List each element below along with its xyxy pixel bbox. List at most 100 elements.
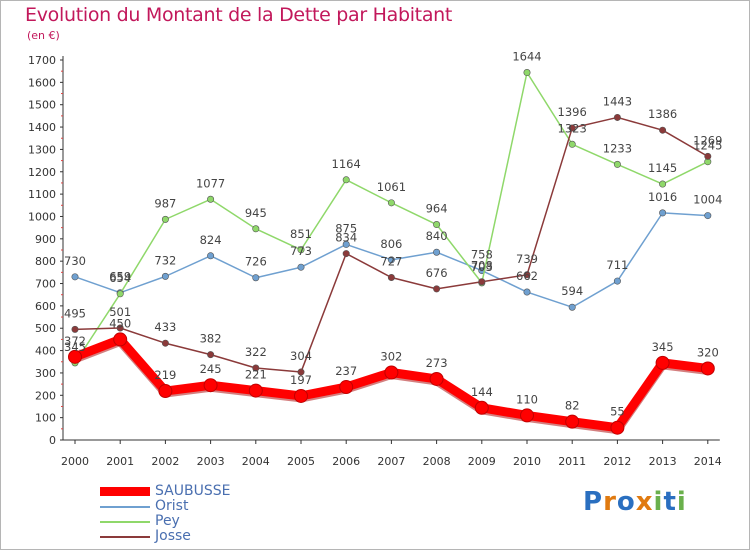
data-label: 433 <box>154 320 176 334</box>
data-label: 773 <box>290 244 312 258</box>
y-tick-label: 300 <box>35 367 56 380</box>
data-point <box>297 263 305 271</box>
legend-label: Orist <box>155 498 189 514</box>
data-point <box>568 140 576 148</box>
legend-label: SAUBUSSE <box>155 483 231 499</box>
x-tick-label: 2001 <box>106 455 134 468</box>
data-label: 1323 <box>558 121 587 135</box>
chart-subtitle: (en €) <box>27 29 60 42</box>
data-point <box>161 215 169 223</box>
data-label: 851 <box>290 227 312 241</box>
data-point <box>68 349 82 364</box>
data-label: 82 <box>565 399 580 413</box>
data-point <box>252 274 260 282</box>
x-tick-label: 2000 <box>61 455 89 468</box>
data-label: 703 <box>471 260 493 274</box>
data-point <box>478 278 486 286</box>
data-point <box>297 368 305 376</box>
data-label: 594 <box>561 284 583 298</box>
data-label: 1061 <box>377 180 406 194</box>
data-label: 1269 <box>693 133 722 147</box>
y-tick-label: 1400 <box>28 121 56 134</box>
data-label: 302 <box>380 349 402 363</box>
data-point <box>294 388 308 403</box>
x-tick-label: 2006 <box>332 455 360 468</box>
data-point <box>568 124 576 132</box>
logo-letter: i <box>676 487 687 517</box>
data-point <box>433 221 441 229</box>
data-point <box>342 250 350 258</box>
data-label: 322 <box>245 345 267 359</box>
data-point <box>523 69 531 77</box>
data-label: 654 <box>109 271 131 285</box>
data-label: 1443 <box>603 94 632 108</box>
logo-letter: x <box>635 487 654 517</box>
data-label: 245 <box>200 362 222 376</box>
data-point <box>297 246 305 254</box>
data-label: 875 <box>335 221 357 235</box>
y-tick-label: 800 <box>35 255 56 268</box>
legend-item-saubusse: SAUBUSSE <box>100 483 300 499</box>
y-tick-label: 1600 <box>28 76 56 89</box>
data-point <box>387 273 395 281</box>
data-point <box>613 113 621 121</box>
logo-letter: o <box>616 487 636 517</box>
data-point <box>342 240 350 248</box>
data-point <box>704 152 712 160</box>
data-label: 1004 <box>693 193 722 207</box>
y-tick-label: 500 <box>35 322 56 335</box>
data-point <box>700 361 715 376</box>
data-label: 345 <box>64 340 86 354</box>
data-point <box>71 273 79 281</box>
legend-swatch <box>100 506 150 508</box>
data-label: 273 <box>426 356 448 370</box>
legend-label: Josse <box>155 528 191 544</box>
logo-letter: i <box>653 487 664 517</box>
data-label: 659 <box>109 270 131 284</box>
data-label: 708 <box>471 259 493 273</box>
data-label: 834 <box>335 231 357 245</box>
data-point <box>387 256 395 264</box>
data-label: 144 <box>471 385 493 399</box>
data-point <box>613 160 621 168</box>
x-tick-label: 2011 <box>558 455 586 468</box>
x-tick-label: 2002 <box>151 455 179 468</box>
data-label: 1396 <box>558 105 587 119</box>
x-tick-label: 2012 <box>603 455 631 468</box>
data-point <box>113 332 128 347</box>
data-point <box>565 414 580 429</box>
y-tick-label: 0 <box>49 434 56 447</box>
y-tick-label: 1300 <box>28 143 56 156</box>
data-label: 1386 <box>648 107 677 121</box>
data-point <box>203 378 218 393</box>
logo-letter: r <box>603 487 617 517</box>
data-label: 1233 <box>603 141 632 155</box>
data-point <box>207 252 215 260</box>
chart-title: Evolution du Montant de la Dette par Hab… <box>25 4 453 26</box>
data-label: 806 <box>380 237 402 251</box>
y-tick-label: 1200 <box>28 166 56 179</box>
data-point <box>474 400 489 415</box>
data-label: 730 <box>64 254 86 268</box>
data-point <box>655 355 670 370</box>
data-label: 727 <box>380 254 402 268</box>
legend-item-orist: Orist <box>100 498 300 514</box>
data-label: 1644 <box>512 50 541 64</box>
data-point <box>116 324 124 332</box>
data-point <box>339 380 354 395</box>
data-label: 495 <box>64 306 86 320</box>
data-point <box>342 176 350 184</box>
legend-item-pey: Pey <box>100 513 300 529</box>
data-label: 739 <box>516 252 538 266</box>
data-point <box>252 364 260 372</box>
data-point <box>613 277 621 285</box>
data-label: 726 <box>245 255 267 269</box>
data-point <box>523 288 531 296</box>
x-tick-label: 2009 <box>468 455 496 468</box>
y-tick-label: 900 <box>35 233 56 246</box>
x-tick-label: 2013 <box>649 455 677 468</box>
x-tick-label: 2010 <box>513 455 541 468</box>
data-label: 197 <box>290 373 312 387</box>
